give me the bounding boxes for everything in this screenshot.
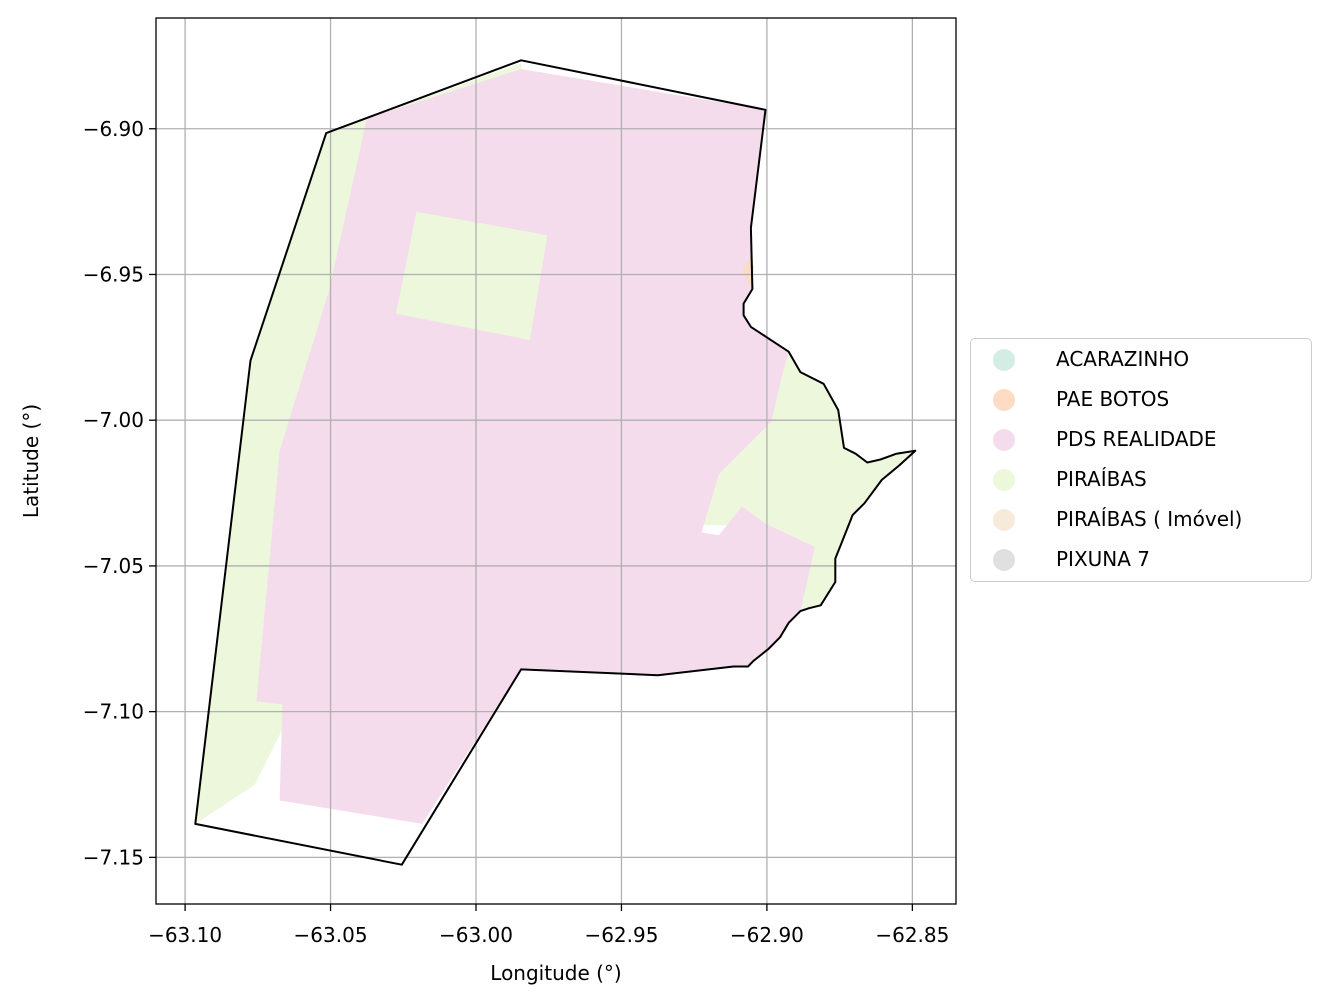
legend-item-piraibas: PIRAÍBAS (971, 460, 1311, 500)
legend-item-pds-realidade: PDS REALIDADE (971, 420, 1311, 460)
boundary-layer (194, 59, 917, 866)
x-tick-label: −63.10 (148, 923, 222, 947)
legend-marker (993, 469, 1015, 491)
legend-marker (993, 429, 1015, 451)
y-tick-label: −7.15 (83, 845, 144, 869)
regions-layer (195, 63, 916, 824)
y-axis-title: Latitude (°) (19, 404, 43, 518)
y-tick-label: −7.10 (83, 700, 144, 724)
x-tick-label: −62.95 (584, 923, 658, 947)
legend-label: PAE BOTOS (1056, 387, 1170, 411)
legend-label: PIXUNA 7 (1056, 547, 1151, 571)
legend-label: PDS REALIDADE (1056, 427, 1217, 451)
region-pds-realidade (256, 69, 815, 824)
axes-frame (155, 17, 957, 905)
legend-marker (993, 389, 1015, 411)
grid-layer (156, 18, 956, 904)
legend-label: PIRAÍBAS ( Imóvel) (1056, 507, 1243, 531)
legend-marker (993, 509, 1015, 531)
ticks-layer: −63.10 −63.05 −63.00 −62.95 −62.90 −62.85 −6.9… (83, 117, 950, 947)
legend-marker (993, 349, 1015, 371)
y-tick-label: −7.05 (83, 554, 144, 578)
x-axis-title: Longitude (°) (490, 961, 621, 985)
legend-marker (993, 549, 1015, 571)
region-pira-bas (396, 211, 548, 340)
legend-label: PIRAÍBAS (1056, 467, 1147, 491)
x-tick-label: −63.00 (439, 923, 513, 947)
legend-item-pae-botos: PAE BOTOS (971, 380, 1311, 420)
y-tick-label: −6.90 (83, 117, 144, 141)
legend-item-acarazinho: ACARAZINHO (971, 340, 1311, 380)
x-tick-label: −62.85 (875, 923, 949, 947)
legend-label: ACARAZINHO (1056, 347, 1190, 371)
y-tick-label: −6.95 (83, 262, 144, 286)
area-boundary (194, 59, 917, 866)
x-tick-label: −62.90 (730, 923, 804, 947)
legend-item-piraibas-imovel: PIRAÍBAS ( Imóvel) (971, 500, 1311, 540)
legend-item-pixuna-7: PIXUNA 7 (971, 540, 1311, 580)
region-pira-bas (695, 351, 916, 612)
legend: ACARAZINHO PAE BOTOS PDS REALIDADE PIRAÍ… (970, 338, 1312, 582)
y-tick-label: −7.00 (83, 408, 144, 432)
x-tick-label: −63.05 (294, 923, 368, 947)
